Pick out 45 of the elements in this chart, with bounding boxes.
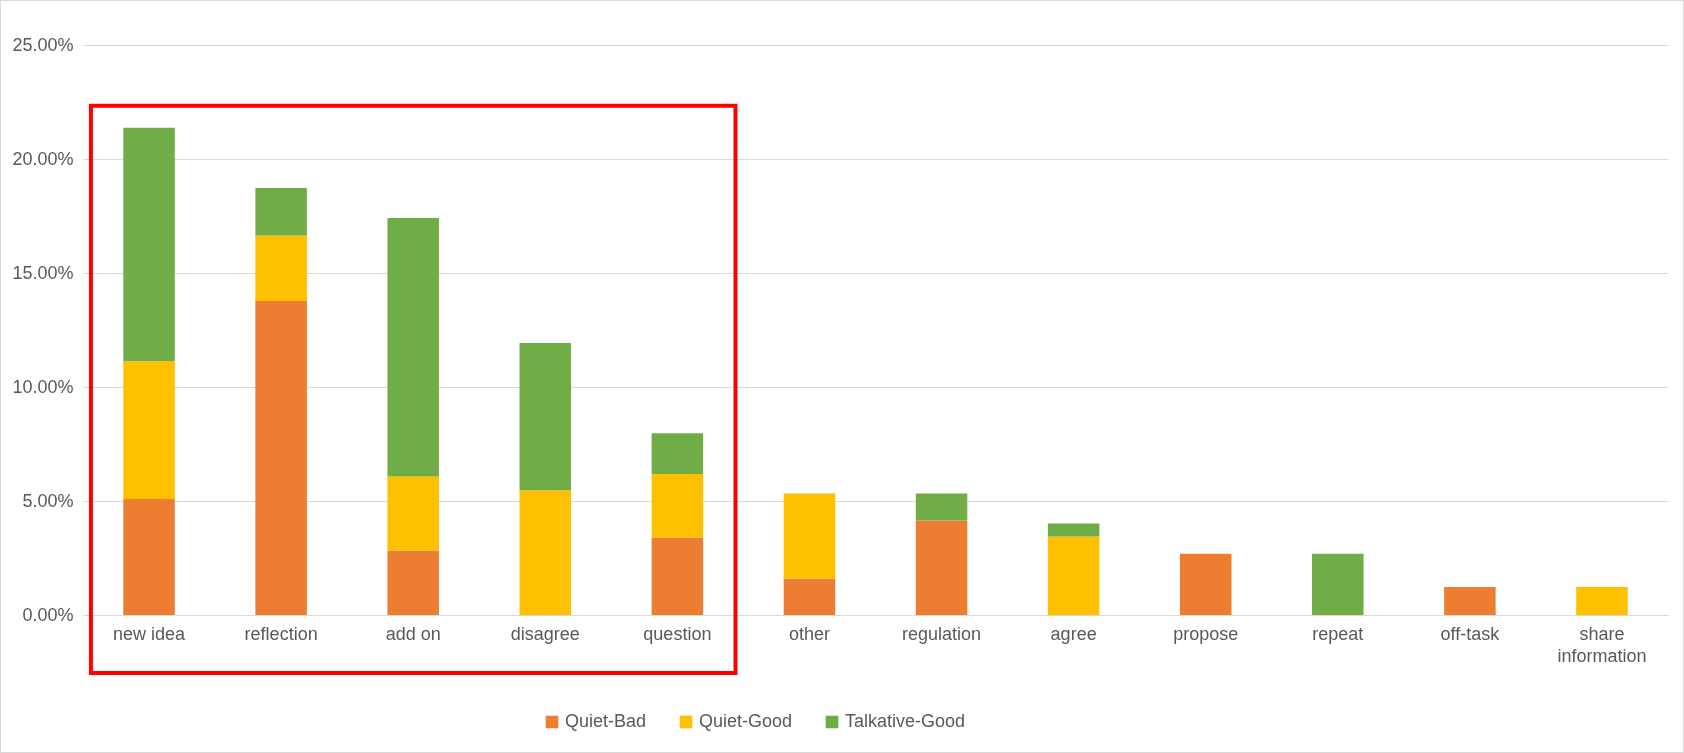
bar: [1047, 523, 1100, 537]
bar: [651, 433, 704, 475]
y-tick-label: 25.00%: [12, 34, 74, 55]
y-tick-label: 5.00%: [22, 490, 74, 511]
legend-label: Talkative-Good: [845, 711, 966, 731]
bar: [915, 493, 968, 521]
bar: [255, 187, 307, 236]
bar: [651, 474, 704, 538]
legend-label: Quiet-Good: [699, 711, 793, 731]
y-tick-label: 0.00%: [22, 604, 74, 625]
bar: [255, 235, 307, 302]
x-tick-label: question: [643, 623, 712, 644]
x-tick-label: off-task: [1440, 623, 1501, 644]
bar: [123, 361, 175, 499]
x-tick-label: share information: [1557, 623, 1647, 666]
bar: [783, 578, 836, 615]
x-tick-label: regulation: [902, 623, 982, 644]
bar: [1576, 586, 1628, 615]
x-tick-label: new idea: [113, 623, 187, 644]
bar: [387, 476, 439, 551]
bar: [387, 218, 439, 477]
bar: [1047, 536, 1100, 615]
x-tick-label: disagree: [510, 623, 580, 644]
bar: [387, 550, 439, 615]
y-tick-label: 10.00%: [12, 376, 74, 397]
x-tick-label: agree: [1050, 623, 1097, 644]
bar: [519, 490, 572, 615]
bar: [651, 537, 704, 615]
y-tick-label: 15.00%: [12, 262, 74, 283]
bar: [519, 343, 572, 491]
y-tick-label: 20.00%: [12, 148, 74, 169]
x-tick-label: propose: [1173, 623, 1239, 644]
bar: [1179, 553, 1232, 615]
bar: [1444, 586, 1496, 615]
bar: [1312, 553, 1364, 615]
bar: [915, 520, 968, 615]
bar: [255, 301, 307, 615]
bar: [123, 498, 175, 615]
x-tick-label: repeat: [1312, 623, 1364, 644]
bar: [783, 493, 836, 579]
bar: [123, 127, 175, 362]
x-tick-label: add on: [385, 623, 441, 644]
x-tick-label: other: [788, 623, 830, 644]
x-tick-label: reflection: [244, 623, 318, 644]
legend-label: Quiet-Bad: [565, 711, 647, 731]
